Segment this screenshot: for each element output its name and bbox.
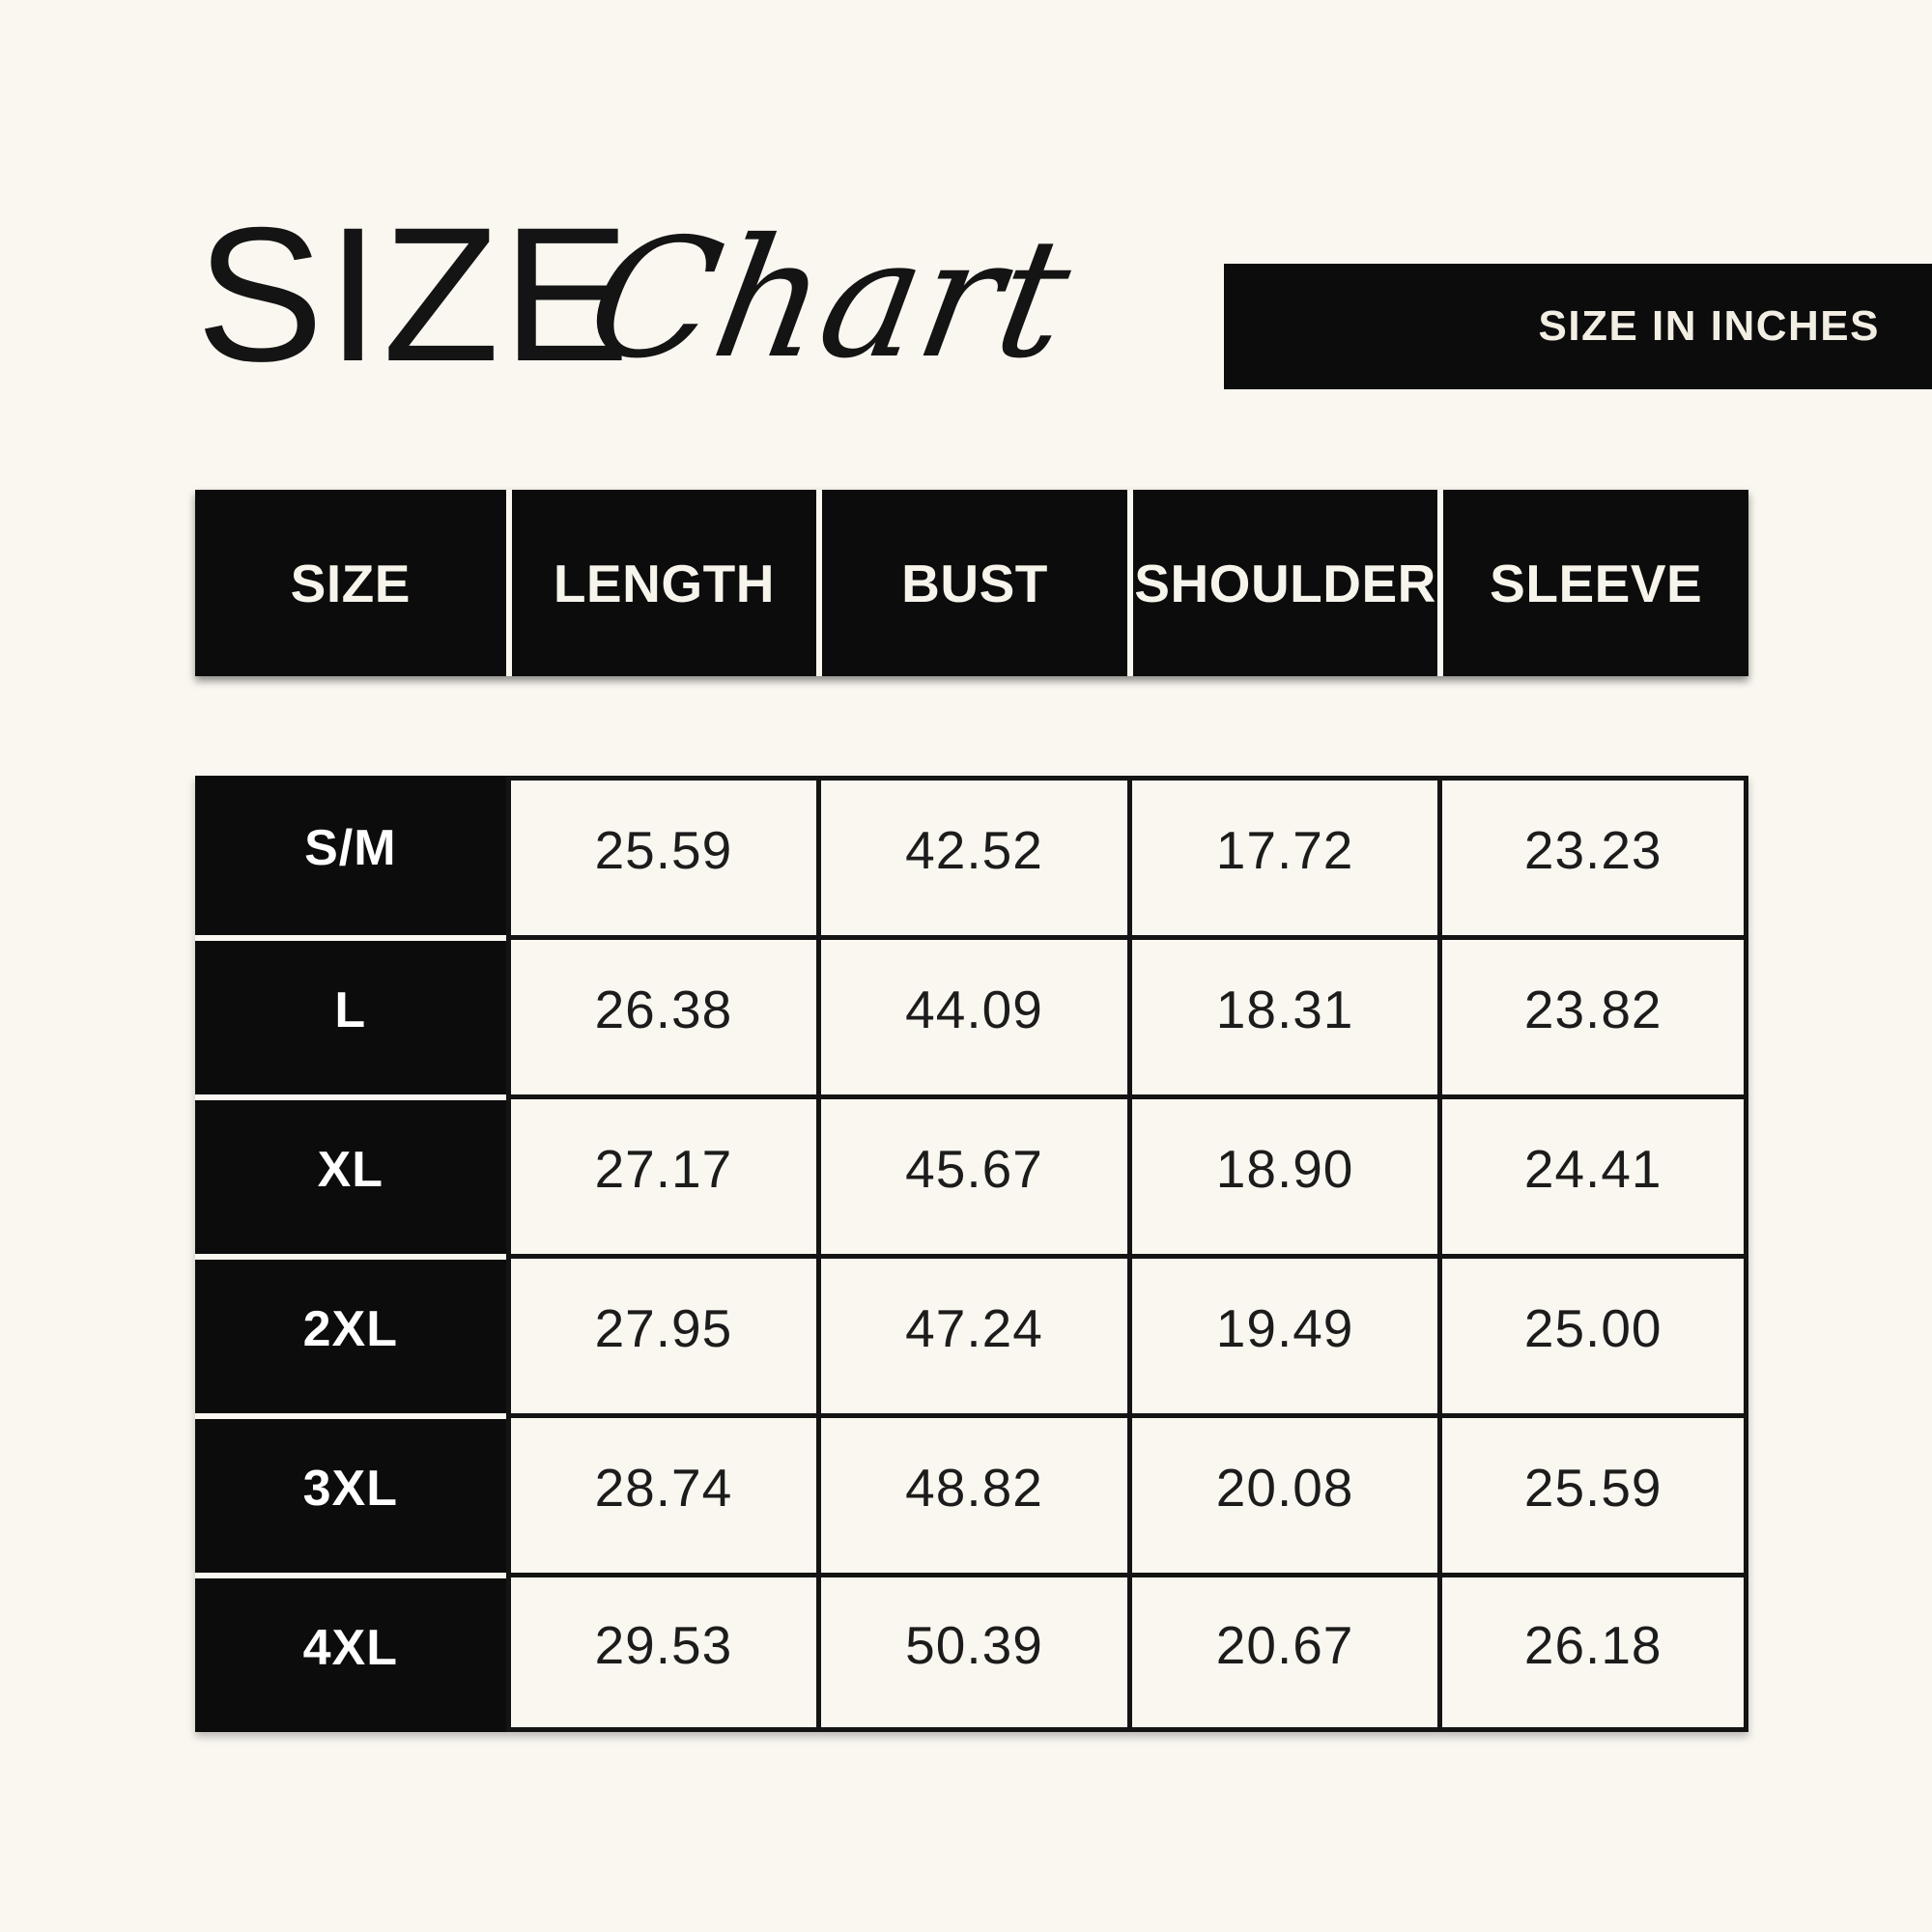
cell-xl-length: 27.17 xyxy=(505,1094,817,1254)
cell-xl-sleeve: 24.41 xyxy=(1437,1094,1748,1254)
cell-l-sleeve: 23.82 xyxy=(1437,935,1748,1094)
cell-3xl-shoulder: 20.08 xyxy=(1126,1413,1438,1573)
cell-xl-shoulder: 18.90 xyxy=(1126,1094,1438,1254)
cell-2xl-bust: 47.24 xyxy=(816,1254,1127,1413)
cell-xl-bust: 45.67 xyxy=(816,1094,1127,1254)
title-script: Chart xyxy=(575,204,1083,395)
header-cell-shoulder: SHOULDER xyxy=(1126,490,1438,676)
cell-2xl-shoulder: 19.49 xyxy=(1126,1254,1438,1413)
header-cell-size: SIZE xyxy=(290,553,411,613)
cell-l-bust: 44.09 xyxy=(816,935,1127,1094)
row-label-4xl: 4XL xyxy=(195,1573,506,1732)
cell-sm-length: 25.59 xyxy=(505,776,817,935)
table-header-row: SIZE LENGTH BUST SHOULDER SLEEVE xyxy=(195,490,1748,676)
header-cell-sleeve: SLEEVE xyxy=(1437,490,1748,676)
header-cell-length: LENGTH xyxy=(505,490,817,676)
row-label-2xl: 2XL xyxy=(195,1254,506,1413)
cell-3xl-length: 28.74 xyxy=(505,1413,817,1573)
row-label-l: L xyxy=(195,935,506,1094)
cell-sm-shoulder: 17.72 xyxy=(1126,776,1438,935)
size-table-body: S/M 25.59 42.52 17.72 23.23 L 26.38 44.0… xyxy=(195,776,1748,1732)
cell-4xl-shoulder: 20.67 xyxy=(1126,1573,1438,1732)
cell-2xl-length: 27.95 xyxy=(505,1254,817,1413)
cell-4xl-length: 29.53 xyxy=(505,1573,817,1732)
cell-l-length: 26.38 xyxy=(505,935,817,1094)
cell-3xl-bust: 48.82 xyxy=(816,1413,1127,1573)
cell-4xl-sleeve: 26.18 xyxy=(1437,1573,1748,1732)
cell-sm-sleeve: 23.23 xyxy=(1437,776,1748,935)
header-cell-bust: BUST xyxy=(816,490,1127,676)
units-badge-label: SIZE IN INCHES xyxy=(1538,302,1880,350)
cell-sm-bust: 42.52 xyxy=(816,776,1127,935)
cell-4xl-bust: 50.39 xyxy=(816,1573,1127,1732)
cell-l-shoulder: 18.31 xyxy=(1126,935,1438,1094)
row-label-sm: S/M xyxy=(195,776,506,935)
row-label-3xl: 3XL xyxy=(195,1413,506,1573)
cell-3xl-sleeve: 25.59 xyxy=(1437,1413,1748,1573)
row-label-xl: XL xyxy=(195,1094,506,1254)
units-badge: SIZE IN INCHES xyxy=(1224,264,1932,389)
cell-2xl-sleeve: 25.00 xyxy=(1437,1254,1748,1413)
title-size: SIZE xyxy=(196,187,634,401)
